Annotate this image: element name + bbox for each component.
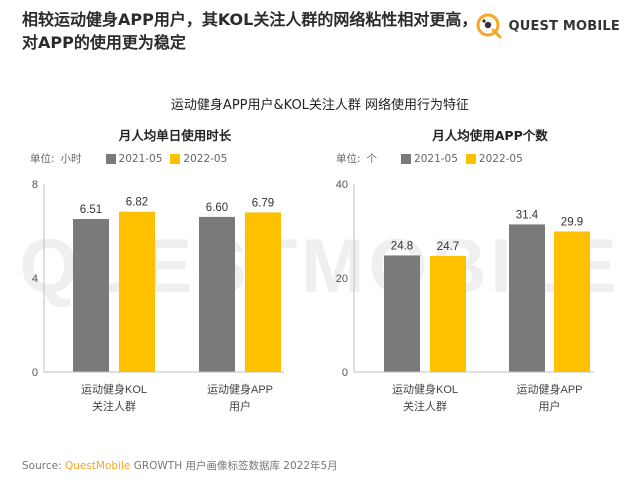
bar-2021-05-1 bbox=[199, 216, 235, 372]
data-label: 6.60 bbox=[206, 202, 228, 214]
y-tick-label: 40 bbox=[336, 179, 348, 191]
unit-value: 小时 bbox=[60, 153, 82, 165]
chart-app-count: 0 20 40 24.8 31.4 24.7 29.9 运动健身KOL 关注人群 运动健身APP 用… bbox=[336, 179, 594, 413]
x-tick-label: 运动健身APP bbox=[207, 382, 273, 396]
legend-item-2022: 2022-05 bbox=[465, 152, 523, 165]
source-prefix: Source: bbox=[22, 460, 62, 472]
bar-2021-05-0 bbox=[73, 219, 109, 372]
legend-item-2021: 2021-05 bbox=[105, 152, 163, 165]
legend-swatch-2022 bbox=[465, 153, 476, 164]
unit-label: 单位: bbox=[336, 153, 361, 165]
headline: 相较运动健身APP用户，其KOL关注人群的网络粘性相对更高，对APP的使用更为稳… bbox=[22, 10, 478, 52]
x-tick-label: 运动健身APP bbox=[516, 382, 582, 396]
legend-swatch-2022 bbox=[170, 153, 181, 164]
bar-2021-05-1 bbox=[509, 224, 545, 372]
legend-item-2021: 2021-05 bbox=[401, 153, 458, 165]
y-tick-label: 4 bbox=[32, 273, 38, 285]
source-note: Source: QuestMobile GROWTH 用户画像标签数据库 202… bbox=[22, 458, 338, 473]
data-label: 6.79 bbox=[252, 197, 274, 209]
chart-daily-usage-hours: 0 4 8 6.51 6.60 6.82 6.79 运动健身KOL 关注人群 运动健身APP 用户 bbox=[32, 179, 284, 413]
legend-label-2021: 2021-05 bbox=[414, 152, 458, 165]
data-label: 29.9 bbox=[561, 216, 583, 228]
legend-daily-hours: 单位: 小时 2021-05 2022-05 bbox=[30, 151, 235, 166]
legend-swatch-2021 bbox=[105, 153, 116, 164]
bar-2022-05-1 bbox=[245, 212, 281, 372]
legend-label-2022: 2022-05 bbox=[478, 152, 523, 165]
source-brand: QuestMobile bbox=[64, 460, 131, 472]
unit-value: 个 bbox=[366, 153, 378, 165]
panel-title-app-count: 月人均使用APP个数 bbox=[432, 128, 548, 143]
bar-2022-05-1 bbox=[554, 231, 590, 372]
data-label: 24.8 bbox=[391, 240, 413, 252]
y-tick-label: 0 bbox=[32, 367, 38, 379]
brand-name: QUEST MOBILE bbox=[508, 18, 620, 34]
legend-swatch-2021 bbox=[401, 153, 412, 164]
main-title: 运动健身APP用户&KOL关注人群 网络使用行为特征 bbox=[170, 98, 470, 113]
x-tick-label: 关注人群 bbox=[403, 399, 447, 413]
panel-title-daily-hours: 月人均单日使用时长 bbox=[118, 128, 232, 143]
data-label: 6.82 bbox=[126, 197, 148, 209]
x-tick-label: 用户 bbox=[229, 399, 251, 413]
brand-logo: QUEST MOBILE bbox=[476, 12, 620, 40]
x-tick-label: 关注人群 bbox=[92, 399, 136, 413]
y-tick-label: 20 bbox=[336, 273, 348, 285]
bar-2021-05-0 bbox=[384, 255, 420, 372]
x-tick-label: 用户 bbox=[539, 399, 561, 413]
x-tick-label: 运动健身KOL bbox=[392, 382, 458, 396]
x-tick-label: 运动健身KOL bbox=[81, 382, 147, 396]
data-label: 24.7 bbox=[437, 241, 459, 253]
legend-label-2021: 2021-05 bbox=[118, 152, 163, 165]
bar-2022-05-0 bbox=[430, 255, 466, 372]
unit-label: 单位: bbox=[30, 153, 55, 165]
source-text: GROWTH 用户画像标签数据库 2022年5月 bbox=[133, 460, 338, 472]
data-label: 6.51 bbox=[80, 204, 102, 216]
bar-2022-05-0 bbox=[119, 211, 155, 372]
y-tick-label: 8 bbox=[32, 179, 38, 191]
y-tick-label: 0 bbox=[342, 367, 348, 379]
legend-app-count: 单位: 个 2021-05 2022-05 bbox=[336, 151, 531, 166]
legend-item-2022: 2022-05 bbox=[170, 153, 227, 165]
data-label: 31.4 bbox=[516, 209, 539, 221]
legend-label-2022: 2022-05 bbox=[183, 152, 228, 165]
quest-mobile-logo-icon bbox=[476, 13, 502, 39]
